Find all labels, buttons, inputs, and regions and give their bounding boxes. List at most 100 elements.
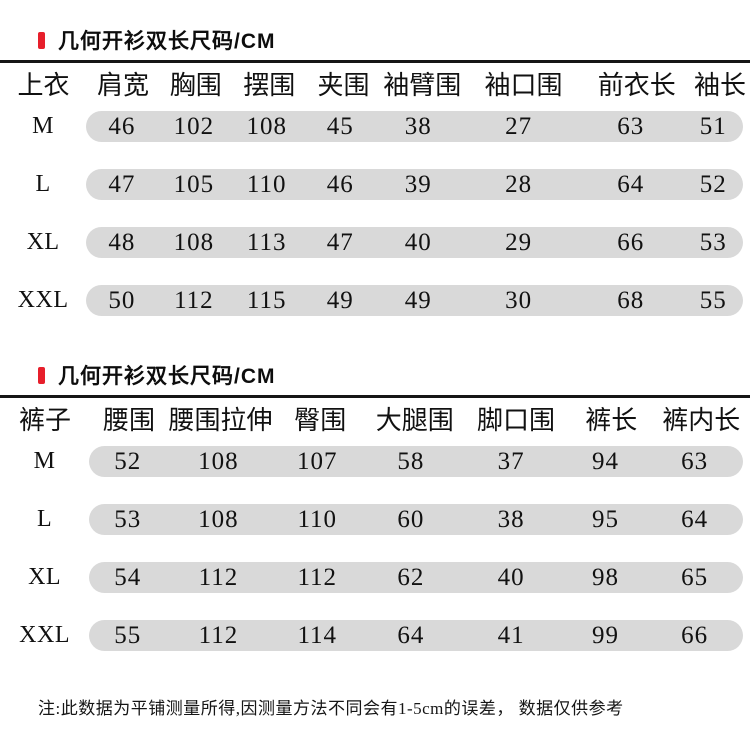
tops-table-title: 几何开衫双长尺码/CM — [58, 30, 276, 53]
table-cell: 49 — [303, 285, 378, 316]
table-cell: 114 — [270, 620, 365, 651]
table-cell: 112 — [157, 285, 231, 316]
table-cell: 95 — [564, 504, 647, 535]
column-header: 裤内长 — [662, 405, 741, 435]
size-label: XL — [26, 229, 60, 255]
measurement-disclaimer-note: 注:此数据为平铺测量所得,因测量方法不同会有1-5cm的误差， 数据仅供参考 — [38, 699, 624, 718]
table-cell: 45 — [303, 111, 378, 142]
table-cell: 98 — [564, 562, 647, 593]
column-header: 肩宽 — [96, 70, 149, 100]
table-cell: 51 — [683, 111, 743, 142]
column-header: 袖长 — [693, 70, 746, 100]
size-label: L — [36, 506, 53, 532]
table-cell: 64 — [578, 169, 684, 200]
table-cell: 105 — [157, 169, 231, 200]
divider-rule — [0, 395, 750, 398]
table-cell: 49 — [377, 285, 460, 316]
table-cell: 65 — [646, 562, 743, 593]
table-cell: 29 — [459, 227, 579, 258]
pants-size-table: 几何开衫双长尺码/CM 裤子 腰围 腰围拉伸 臀围 大腿围 脚口围 裤长 裤内长… — [0, 316, 750, 651]
tops-header-row: 上衣 肩宽 胸围 摆围 夹围 袖臂围 袖口围 前衣长 袖长 — [0, 65, 750, 101]
table-cell: 38 — [457, 504, 565, 535]
table-cell: 68 — [578, 285, 684, 316]
table-cell: 47 — [303, 227, 378, 258]
column-header: 腰围拉伸 — [168, 405, 273, 435]
column-header: 上衣 — [17, 70, 70, 100]
pants-table-title-row: 几何开衫双长尺码/CM — [38, 316, 750, 388]
table-cell: 60 — [364, 504, 458, 535]
table-cell: 38 — [377, 111, 460, 142]
table-cell: 110 — [270, 504, 365, 535]
column-header: 袖臂围 — [383, 70, 462, 100]
table-row: L 53 108 110 60 38 95 64 — [0, 504, 743, 535]
table-cell: 55 — [89, 620, 167, 651]
table-cell: 54 — [89, 562, 167, 593]
table-cell: 112 — [270, 562, 365, 593]
tops-table-body: M 46 102 108 45 38 27 63 51 L 47 105 110… — [0, 111, 750, 316]
tops-table-title-row: 几何开衫双长尺码/CM — [38, 0, 750, 53]
table-cell: 40 — [377, 227, 460, 258]
column-header: 脚口围 — [476, 405, 555, 435]
table-cell: 94 — [564, 446, 647, 477]
table-cell: 30 — [459, 285, 579, 316]
column-header: 摆围 — [243, 70, 296, 100]
column-header: 大腿围 — [375, 405, 454, 435]
pants-table-body: M 52 108 107 58 37 94 63 L 53 108 110 60… — [0, 446, 750, 651]
divider-rule — [0, 60, 750, 63]
table-cell: 108 — [230, 111, 304, 142]
table-cell: 27 — [459, 111, 579, 142]
table-cell: 40 — [457, 562, 565, 593]
table-cell: 64 — [364, 620, 458, 651]
table-cell: 64 — [646, 504, 743, 535]
table-row: XL 54 112 112 62 40 98 65 — [0, 562, 743, 593]
table-cell: 108 — [166, 446, 271, 477]
table-cell: 63 — [578, 111, 684, 142]
column-header: 袖口围 — [484, 70, 563, 100]
table-row: XXL 55 112 114 64 41 99 66 — [0, 620, 743, 651]
column-header: 裤长 — [585, 405, 638, 435]
table-cell: 62 — [364, 562, 458, 593]
table-cell: 66 — [578, 227, 684, 258]
table-cell: 53 — [89, 504, 167, 535]
table-cell: 107 — [270, 446, 365, 477]
table-cell: 113 — [230, 227, 304, 258]
column-header: 裤子 — [18, 405, 71, 435]
table-cell: 52 — [89, 446, 167, 477]
pants-table-title: 几何开衫双长尺码/CM — [58, 365, 276, 388]
table-cell: 53 — [683, 227, 743, 258]
table-cell: 39 — [377, 169, 460, 200]
table-cell: 115 — [230, 285, 304, 316]
column-header: 腰围 — [102, 405, 155, 435]
table-cell: 63 — [646, 446, 743, 477]
table-cell: 108 — [157, 227, 231, 258]
table-cell: 28 — [459, 169, 579, 200]
table-cell: 37 — [457, 446, 565, 477]
column-header: 臀围 — [294, 405, 347, 435]
column-header: 前衣长 — [597, 70, 676, 100]
column-header: 夹围 — [317, 70, 370, 100]
size-label: XL — [28, 564, 62, 590]
red-accent-bar-icon — [38, 366, 45, 384]
table-cell: 50 — [86, 285, 158, 316]
table-cell: 52 — [683, 169, 743, 200]
table-cell: 112 — [166, 562, 271, 593]
table-row: L 47 105 110 46 39 28 64 52 — [0, 169, 743, 200]
table-row: M 46 102 108 45 38 27 63 51 — [0, 111, 743, 142]
table-cell: 41 — [457, 620, 565, 651]
tops-size-table: 几何开衫双长尺码/CM 上衣 肩宽 胸围 摆围 夹围 袖臂围 袖口围 前衣长 袖… — [0, 0, 750, 316]
table-cell: 46 — [86, 111, 158, 142]
table-row: XL 48 108 113 47 40 29 66 53 — [0, 227, 743, 258]
table-cell: 112 — [166, 620, 271, 651]
column-header: 胸围 — [169, 70, 222, 100]
pants-header-row: 裤子 腰围 腰围拉伸 臀围 大腿围 脚口围 裤长 裤内长 — [0, 400, 750, 436]
table-cell: 55 — [683, 285, 743, 316]
table-cell: 108 — [166, 504, 271, 535]
table-cell: 46 — [303, 169, 378, 200]
size-label: M — [32, 113, 55, 139]
size-label: M — [33, 448, 56, 474]
size-label: L — [35, 171, 51, 197]
table-row: XXL 50 112 115 49 49 30 68 55 — [0, 285, 743, 316]
red-accent-bar-icon — [38, 31, 45, 49]
table-cell: 48 — [86, 227, 158, 258]
size-label: XXL — [19, 622, 70, 648]
